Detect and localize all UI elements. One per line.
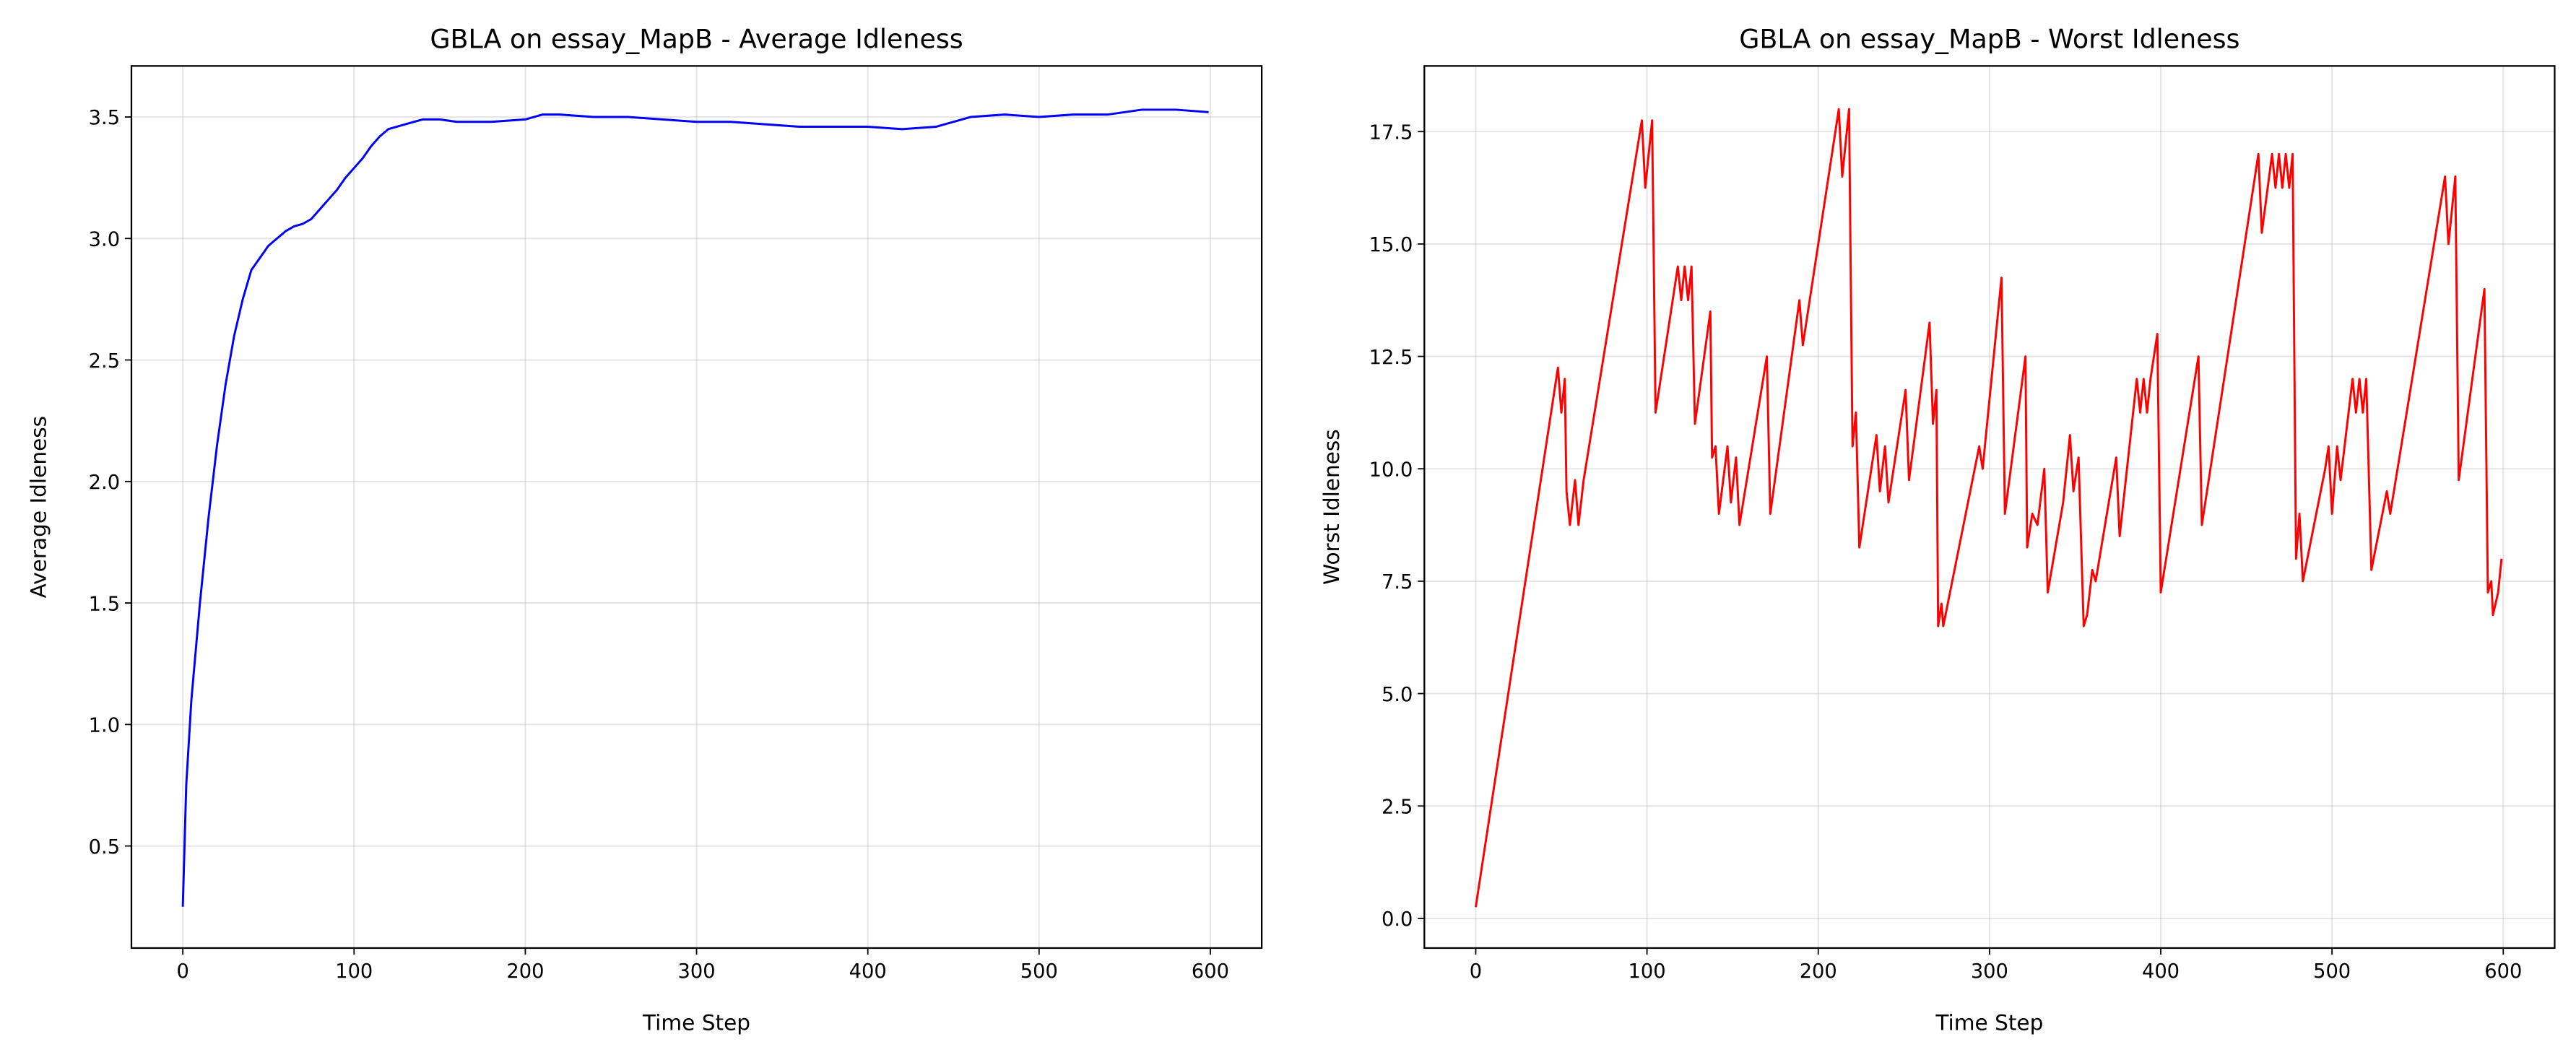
x-axis-label: Time Step — [1935, 1011, 2043, 1035]
x-tick-label: 400 — [2142, 960, 2180, 983]
y-tick-label: 2.5 — [89, 350, 120, 373]
y-tick-label: 0.5 — [89, 836, 120, 859]
y-tick-label: 5.0 — [1382, 684, 1413, 706]
y-tick-label: 2.5 — [1382, 796, 1413, 818]
data-line — [1474, 108, 2503, 908]
chart-title: GBLA on essay_MapB - Average Idleness — [430, 23, 963, 54]
y-tick-label: 15.0 — [1369, 234, 1413, 256]
y-tick-label: 2.0 — [89, 472, 120, 494]
y-axis-label: Average Idleness — [27, 416, 51, 598]
y-tick-label: 0.0 — [1382, 908, 1413, 931]
y-tick-label: 7.5 — [1382, 571, 1413, 594]
x-tick-label: 100 — [1629, 960, 1666, 983]
x-tick-label: 200 — [506, 960, 544, 983]
plot-frame — [130, 65, 1263, 950]
x-tick-label: 0 — [1470, 960, 1482, 983]
y-tick-label: 3.0 — [89, 229, 120, 251]
x-axis-label: Time Step — [642, 1011, 750, 1035]
y-axis-label: Worst Idleness — [1319, 429, 1344, 585]
y-tick-label: 17.5 — [1369, 121, 1413, 144]
y-tick-label: 3.5 — [89, 107, 120, 129]
x-tick-label: 600 — [1192, 960, 1229, 983]
chart-title: GBLA on essay_MapB - Worst Idleness — [1739, 23, 2239, 54]
x-tick-label: 100 — [335, 960, 373, 983]
x-tick-label: 500 — [2313, 960, 2351, 983]
y-tick-label: 10.0 — [1369, 459, 1413, 481]
x-tick-label: 0 — [176, 960, 188, 983]
x-tick-label: 200 — [1800, 960, 1837, 983]
x-tick-label: 300 — [678, 960, 716, 983]
x-tick-label: 300 — [1971, 960, 2008, 983]
plot-area — [1424, 66, 2555, 948]
x-tick-label: 400 — [849, 960, 887, 983]
y-tick-label: 12.5 — [1369, 347, 1413, 369]
x-tick-label: 500 — [1020, 960, 1058, 983]
plot-frame — [1423, 65, 2556, 950]
data-line — [181, 108, 1209, 907]
y-tick-label: 1.0 — [89, 715, 120, 737]
plot-area — [131, 66, 1262, 948]
x-tick-label: 600 — [2484, 960, 2522, 983]
y-tick-label: 1.5 — [89, 593, 120, 615]
